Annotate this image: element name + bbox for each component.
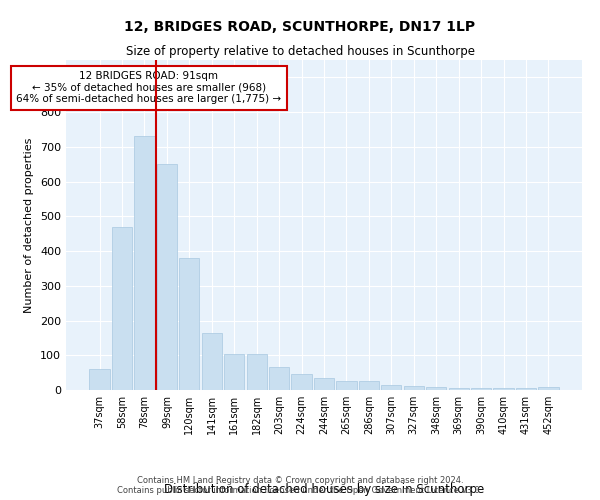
Bar <box>269 368 289 390</box>
Bar <box>471 388 491 390</box>
Text: Contains HM Land Registry data © Crown copyright and database right 2024.
Contai: Contains HM Land Registry data © Crown c… <box>118 476 482 495</box>
Y-axis label: Number of detached properties: Number of detached properties <box>25 138 34 312</box>
Bar <box>449 388 469 390</box>
Bar <box>404 386 424 390</box>
Bar <box>493 388 514 390</box>
Bar <box>314 378 334 390</box>
Bar <box>292 374 311 390</box>
Bar <box>179 258 199 390</box>
Bar <box>89 369 110 390</box>
Text: 12, BRIDGES ROAD, SCUNTHORPE, DN17 1LP: 12, BRIDGES ROAD, SCUNTHORPE, DN17 1LP <box>124 20 476 34</box>
Bar <box>516 388 536 390</box>
Bar <box>538 386 559 390</box>
Bar <box>224 354 244 390</box>
Bar <box>202 332 222 390</box>
Bar <box>247 354 267 390</box>
Bar <box>426 387 446 390</box>
Text: 12 BRIDGES ROAD: 91sqm
← 35% of detached houses are smaller (968)
64% of semi-de: 12 BRIDGES ROAD: 91sqm ← 35% of detached… <box>16 71 281 104</box>
Bar <box>157 164 177 390</box>
Text: Size of property relative to detached houses in Scunthorpe: Size of property relative to detached ho… <box>125 45 475 58</box>
Bar <box>381 385 401 390</box>
X-axis label: Distribution of detached houses by size in Scunthorpe: Distribution of detached houses by size … <box>164 483 484 496</box>
Bar <box>134 136 155 390</box>
Bar <box>359 382 379 390</box>
Bar <box>337 382 356 390</box>
Bar <box>112 226 132 390</box>
